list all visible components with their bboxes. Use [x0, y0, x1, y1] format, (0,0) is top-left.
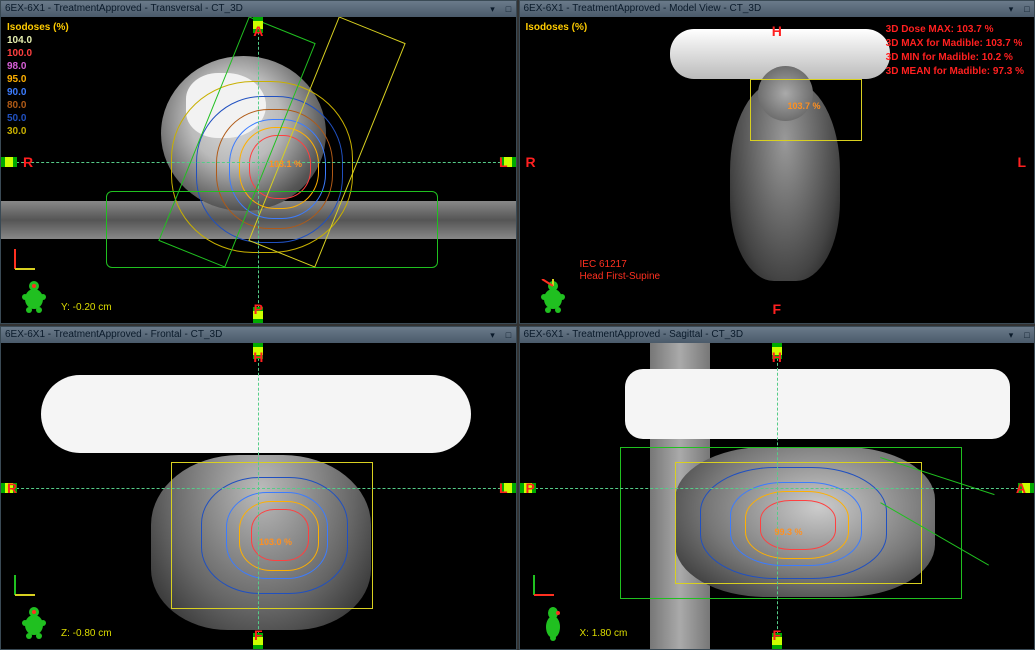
- viewport-title: 6EX-6X1 - TreatmentApproved - Sagittal -…: [524, 327, 1003, 343]
- isodose-level: 100.0: [7, 47, 69, 60]
- orient-label-top: H: [772, 349, 782, 365]
- viewport-maximize-icon[interactable]: □: [1020, 328, 1034, 342]
- dose-stat-line: 3D MEAN for Madible: 97.3 %: [886, 65, 1024, 79]
- orient-label-right: L: [499, 154, 508, 170]
- axis-marker-left-icon: [1, 157, 17, 167]
- orientation-figure-icon[interactable]: [19, 279, 49, 315]
- isodose-level: 104.0: [7, 34, 69, 47]
- quad-viewport-grid: 6EX-6X1 - TreatmentApproved - Transversa…: [0, 0, 1035, 650]
- crosshair-vertical: [777, 343, 778, 649]
- viewport-title-bar: 6EX-6X1 - TreatmentApproved - Transversa…: [1, 1, 516, 17]
- orient-label-left: R: [526, 154, 536, 170]
- orientation-figure-icon[interactable]: [19, 605, 49, 641]
- viewport-maximize-icon[interactable]: □: [502, 328, 516, 342]
- orient-label-bottom: P: [254, 301, 263, 317]
- slice-coordinate: Y: -0.20 cm: [61, 302, 112, 313]
- ct-headrest: [41, 375, 471, 453]
- viewport-menu-icon[interactable]: ▾: [1004, 2, 1018, 16]
- dose-stats: 3D Dose MAX: 103.7 %3D MAX for Madible: …: [886, 23, 1024, 79]
- viewport-transversal[interactable]: 6EX-6X1 - TreatmentApproved - Transversa…: [0, 0, 517, 324]
- viewport-title-bar: 6EX-6X1 - TreatmentApproved - Frontal - …: [1, 327, 516, 343]
- isodose-level: 30.0: [7, 125, 69, 138]
- orientation-figure-icon[interactable]: [538, 279, 568, 315]
- dose-max-marker: 103.1 %: [269, 159, 302, 169]
- crosshair-vertical: [258, 343, 259, 649]
- iec-orientation-label: IEC 61217Head First-Supine: [580, 259, 661, 283]
- isodose-level: 50.0: [7, 112, 69, 125]
- orientation-figure-icon[interactable]: [538, 605, 568, 641]
- corner-axes-icon: [530, 569, 560, 599]
- viewport-sagittal[interactable]: 6EX-6X1 - TreatmentApproved - Sagittal -…: [519, 326, 1035, 650]
- crosshair-vertical: [258, 17, 259, 323]
- viewport-model-view[interactable]: 6EX-6X1 - TreatmentApproved - Model View…: [519, 0, 1035, 324]
- dose-stat-line: 3D Dose MAX: 103.7 %: [886, 23, 1024, 37]
- viewport-title-bar: 6EX-6X1 - TreatmentApproved - Sagittal -…: [520, 327, 1035, 343]
- isodose-legend-title: Isodoses (%): [526, 21, 588, 34]
- viewport-title: 6EX-6X1 - TreatmentApproved - Frontal - …: [5, 327, 484, 343]
- orient-label-right: L: [499, 480, 508, 496]
- isodose-legend-title: Isodoses (%): [7, 21, 69, 34]
- orient-label-bottom: F: [772, 301, 781, 317]
- corner-axes-icon: [11, 569, 41, 599]
- isodose-legend: Isodoses (%): [526, 21, 588, 34]
- orient-label-top: H: [253, 349, 263, 365]
- viewport-menu-icon[interactable]: ▾: [486, 328, 500, 342]
- dose-max-marker: 103.7 %: [788, 101, 821, 111]
- viewport-title-bar: 6EX-6X1 - TreatmentApproved - Model View…: [520, 1, 1035, 17]
- viewport-menu-icon[interactable]: ▾: [1004, 328, 1018, 342]
- viewport-title: 6EX-6X1 - TreatmentApproved - Transversa…: [5, 1, 484, 17]
- beam-field-inner: [675, 462, 922, 584]
- viewport-title: 6EX-6X1 - TreatmentApproved - Model View…: [524, 1, 1003, 17]
- orient-label-top: A: [253, 23, 263, 39]
- isodose-level: 90.0: [7, 86, 69, 99]
- isodose-legend: Isodoses (%) 104.0100.098.095.090.080.05…: [7, 21, 69, 138]
- dose-max-marker: 103.0 %: [259, 537, 292, 547]
- viewport-maximize-icon[interactable]: □: [1020, 2, 1034, 16]
- orient-label-top: H: [772, 23, 782, 39]
- orient-label-left: R: [7, 480, 17, 496]
- dose-stat-line: 3D MIN for Madible: 10.2 %: [886, 51, 1024, 65]
- dose-stat-line: 3D MAX for Madible: 103.7 %: [886, 37, 1024, 51]
- corner-axes-icon: [11, 243, 41, 273]
- viewport-menu-icon[interactable]: ▾: [486, 2, 500, 16]
- orient-label-left: R: [23, 154, 33, 170]
- slice-coordinate: X: 1.80 cm: [580, 628, 628, 639]
- isodose-level: 98.0: [7, 60, 69, 73]
- isodose-level: 80.0: [7, 99, 69, 112]
- viewport-frontal[interactable]: 6EX-6X1 - TreatmentApproved - Frontal - …: [0, 326, 517, 650]
- orient-label-bottom: F: [254, 627, 263, 643]
- slice-coordinate: Z: -0.80 cm: [61, 628, 112, 639]
- orient-label-right: L: [1017, 154, 1026, 170]
- orient-label-left: P: [526, 480, 535, 496]
- orient-label-right: A: [1016, 480, 1026, 496]
- dose-max-marker: 99.3 %: [775, 527, 803, 537]
- beam-field: [171, 462, 373, 609]
- isodose-level: 95.0: [7, 73, 69, 86]
- ct-headrest: [625, 369, 1010, 439]
- viewport-maximize-icon[interactable]: □: [502, 2, 516, 16]
- orient-label-bottom: F: [772, 627, 781, 643]
